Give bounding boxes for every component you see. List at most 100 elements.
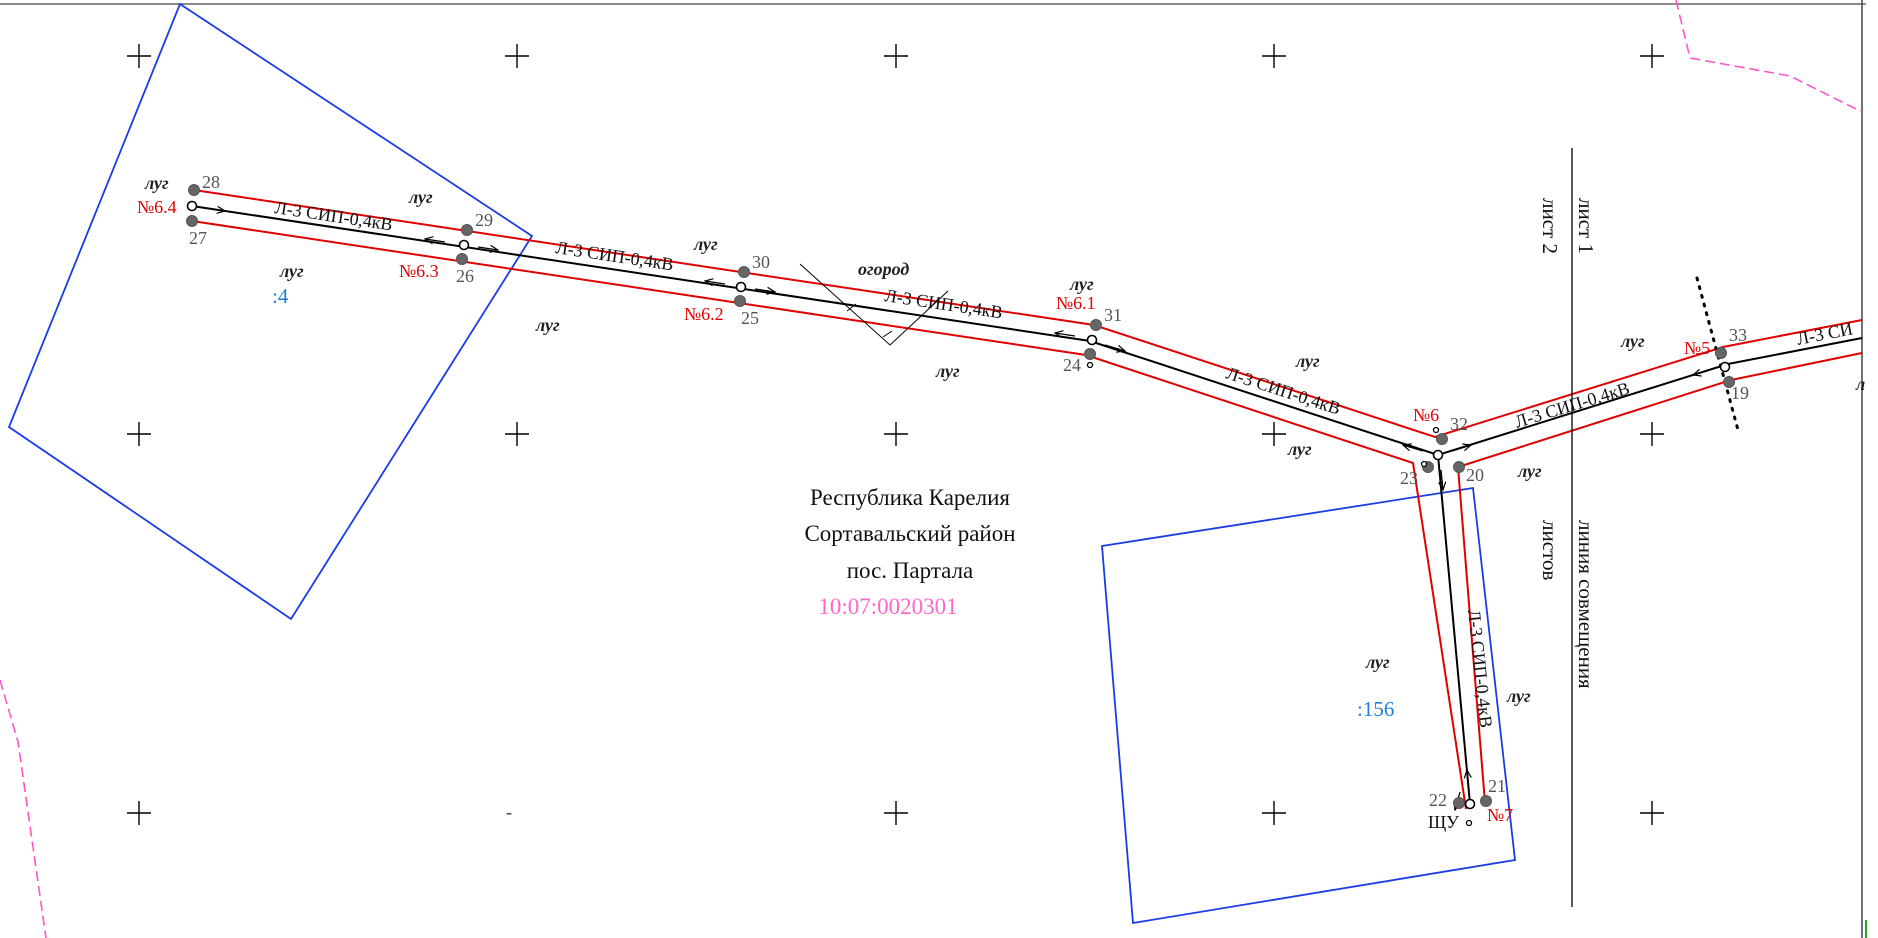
point-label: 28 <box>202 172 220 192</box>
vertex-29 <box>461 224 473 236</box>
land-label: луг <box>935 361 960 381</box>
land-label: луг <box>1506 686 1531 706</box>
cadastral-boundary-bottom-left <box>0 679 47 938</box>
power-line-branch <box>1437 454 1471 805</box>
parcel-label: :4 <box>272 284 289 308</box>
land-label: луг <box>1365 652 1390 672</box>
address-block: Республика Карелия Сортавальский район п… <box>804 485 1015 619</box>
switchboard-label: ЩУ <box>1428 812 1459 832</box>
land-use-labels: луг луг луг луг луг огород луг луг луг л… <box>144 173 1865 706</box>
vertex-21 <box>1480 795 1492 807</box>
pole-marker <box>458 239 470 251</box>
parcel-156-boundary <box>1101 486 1516 925</box>
dash-mark: - <box>506 802 512 822</box>
power-line-l3 <box>191 205 1863 805</box>
land-label: луг <box>1287 439 1312 459</box>
point-label: 23 <box>1400 468 1418 488</box>
line-label: Л-3 СИП-0,4кВ <box>1464 608 1496 728</box>
direction-arrow <box>1104 344 1125 351</box>
grid-cross <box>1640 422 1664 446</box>
land-label: луг <box>1295 351 1320 371</box>
land-label: л <box>1855 374 1865 394</box>
point-label: 31 <box>1104 305 1122 325</box>
pole-marker <box>735 281 747 293</box>
pole-label: №6.1 <box>1056 293 1096 313</box>
pole-label: №7 <box>1487 805 1513 825</box>
cadastral-boundary-top-right <box>1675 0 1863 113</box>
line-label: Л-3 СИП-0,4кВ <box>883 285 1004 322</box>
grid-cross <box>1262 44 1286 68</box>
grid-cross <box>1262 422 1286 446</box>
vertex-27 <box>186 215 198 227</box>
grid-cross <box>1640 44 1664 68</box>
grid-cross <box>127 801 151 825</box>
direction-arrow <box>204 208 225 211</box>
direction-arrow <box>1055 333 1076 336</box>
vertex-31 <box>1090 319 1102 331</box>
point-label: 19 <box>1731 383 1749 403</box>
direction-arrow <box>1467 770 1469 791</box>
land-label: луг <box>1517 461 1542 481</box>
direction-arrow <box>1693 368 1713 375</box>
point-label: 33 <box>1729 325 1747 345</box>
address-settlement: пос. Партала <box>847 558 974 583</box>
grid-crosses <box>127 44 1664 825</box>
pole-label: №5 <box>1684 338 1710 358</box>
stay-anchors <box>1086 361 1473 827</box>
vertex-26 <box>456 253 468 265</box>
pole-label: №6.2 <box>684 304 724 324</box>
pole-label: №6.3 <box>399 261 439 281</box>
point-label: 29 <box>475 210 493 230</box>
pole-marker <box>186 200 198 212</box>
grid-cross <box>1640 801 1664 825</box>
sheet-labels: лист 1 лист 2 линия совмещения листов <box>1538 198 1598 689</box>
stay-anchor <box>1432 426 1440 434</box>
vertex-33 <box>1715 347 1727 359</box>
line-labels: Л-3 СИП-0,4кВ Л-3 СИП-0,4кВ Л-3 СИП-0,4к… <box>273 197 1854 729</box>
corridor-lower-edge <box>191 220 1467 810</box>
point-label: 24 <box>1063 355 1081 375</box>
land-label: луг <box>279 261 304 281</box>
vertex-20 <box>1453 461 1465 473</box>
point-number-labels: 28 27 29 26 30 25 31 24 32 23 20 33 19 2… <box>189 172 1749 810</box>
parcel-4-boundary <box>7 2 534 621</box>
land-label: луг <box>535 315 560 335</box>
point-label: 26 <box>456 266 474 286</box>
pole-marker <box>1086 334 1098 346</box>
direction-arrow <box>425 239 446 242</box>
pole-label: №6 <box>1413 405 1439 425</box>
grid-cross <box>505 44 529 68</box>
vertex-28 <box>188 184 200 196</box>
stay-anchor <box>1086 361 1094 369</box>
parcel-label: :156 <box>1357 697 1394 721</box>
pole-marker <box>1432 449 1444 461</box>
address-district: Сортавальский район <box>804 521 1015 546</box>
protection-zone-corridor <box>191 189 1863 810</box>
land-label: луг <box>693 234 718 254</box>
point-label: 22 <box>1429 790 1447 810</box>
direction-arrow <box>1451 445 1471 452</box>
vertex-25 <box>734 295 746 307</box>
grid-cross <box>505 422 529 446</box>
sheet-1-label: лист 1 <box>1574 198 1598 254</box>
direction-arrow <box>477 247 498 250</box>
garden-hatch <box>799 263 949 346</box>
direction-arrow <box>754 289 775 292</box>
vertex-22 <box>1453 797 1465 809</box>
land-label: луг <box>408 187 433 207</box>
grid-cross <box>1262 801 1286 825</box>
grid-cross <box>127 422 151 446</box>
point-label: 27 <box>189 228 207 248</box>
point-label: 20 <box>1466 465 1484 485</box>
vertex-24 <box>1084 348 1096 360</box>
direction-arrows <box>204 208 1713 810</box>
garden-hatch-tick <box>846 303 857 312</box>
land-label: огород <box>858 259 909 279</box>
pole-label: №6.4 <box>137 197 177 217</box>
point-label: 21 <box>1488 776 1506 796</box>
pole-marker <box>1719 361 1731 373</box>
dotted-boundary <box>1695 276 1740 432</box>
direction-arrow <box>705 281 726 284</box>
sheet-junction-label: линия совмещения <box>1574 520 1598 689</box>
